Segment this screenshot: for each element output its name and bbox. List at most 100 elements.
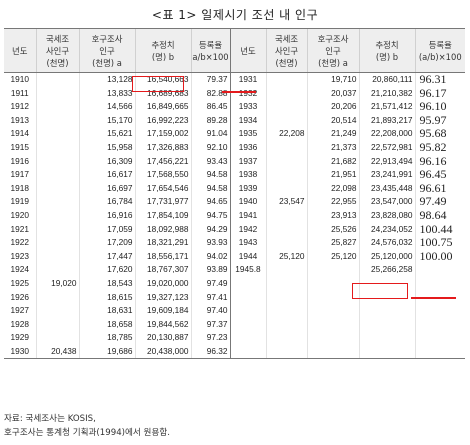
estimate-cell: 19,020,000: [134, 276, 191, 291]
hojo-cell-2: 25,120: [306, 249, 359, 264]
hojo-cell: 15,621: [78, 127, 135, 141]
census-cell: [35, 249, 79, 264]
hojo-cell-2: 20,206: [306, 100, 359, 114]
table-row: 1917 16,617 17,568,550 94.58 1938 21,951 23,24…: [4, 168, 465, 182]
table-row: 1920 16,916 17,854,109 94.75 1941 23,913 23,82…: [4, 208, 465, 223]
table-row: 1926 18,615 19,327,123 97.41: [4, 290, 465, 305]
year-cell: 1915: [10, 141, 29, 152]
ratio-cell-2: 97.49: [414, 195, 465, 209]
year-cell: 1918: [10, 182, 29, 193]
year-cell-2: 1934: [229, 113, 266, 128]
hojo-cell-2: [306, 290, 359, 305]
header-row: 년도 국세조 사인구 (천명) 호구조사 인구 (천명) a 추정치 (명) b 등록율 a…: [4, 28, 465, 73]
ratio-cell: 93.43: [190, 154, 230, 169]
table-row: 1913 15,170 16,992,223 89.28 1934 20,514 21,89…: [4, 113, 465, 128]
census-cell-2: [265, 290, 307, 305]
table-title: <표 1> 일제시기 조선 내 인구: [151, 8, 319, 22]
census-cell-2: [265, 140, 307, 155]
estimate-cell: 19,327,123: [134, 290, 191, 305]
year-cell-2: 1932: [229, 86, 266, 101]
ratio-cell-2: 98.64: [414, 208, 465, 223]
source-notes: 자료: 국세조사는 KOSIS, 호구조사는 통계청 기획과(1994)에서 원…: [4, 412, 170, 440]
ratio-cell-2: 96.17: [414, 86, 465, 101]
hojo-cell: 18,631: [78, 304, 135, 318]
census-cell-2: 22,208: [265, 127, 307, 141]
estimate-cell-2: 23,547,000: [358, 195, 415, 209]
header-estimate-2: 추정치 (명) b: [358, 28, 415, 73]
year-cell: 1919: [10, 196, 29, 207]
census-cell: [35, 127, 79, 141]
ratio-cell: 97.23: [190, 331, 230, 345]
table-row: 1919 16,784 17,731,977 94.65 1940 23,547 22,95…: [4, 195, 465, 209]
ratio-cell-2: 100.75: [414, 236, 465, 250]
hojo-cell: 17,059: [78, 222, 135, 237]
hojo-cell: 16,617: [78, 168, 135, 182]
year-cell-2: 1936: [229, 140, 266, 155]
table-row: 1914 15,621 17,159,002 91.04 1935 22,208 21,24…: [4, 127, 465, 141]
ratio-cell: 93.89: [190, 263, 230, 277]
ratio-cell-2: [414, 317, 465, 332]
year-cell-2: [229, 290, 266, 305]
year-cell: 1920: [10, 209, 29, 220]
ratio-cell-2: 96.31: [414, 72, 465, 87]
ratio-cell-2: 100.00: [414, 249, 465, 264]
hojo-cell-2: 21,951: [306, 168, 359, 182]
hojo-cell: 18,785: [78, 331, 135, 345]
year-cell-2: 1933: [229, 100, 266, 114]
hojo-cell-2: 22,955: [306, 195, 359, 209]
year-cell-2: 1940: [229, 195, 266, 209]
hojo-cell-2: [306, 317, 359, 332]
estimate-cell: 20,438,000: [134, 344, 191, 360]
ratio-cell: 92.10: [190, 140, 230, 155]
estimate-cell: 17,159,002: [134, 127, 191, 141]
year-cell: 1914: [10, 128, 29, 139]
estimate-cell: 17,854,109: [134, 208, 191, 223]
year-cell: 1917: [10, 169, 29, 180]
ratio-cell-2: 100.44: [414, 222, 465, 237]
census-cell: 19,020: [35, 276, 79, 291]
census-cell-2: [265, 317, 307, 332]
year-cell: 1929: [10, 332, 29, 343]
estimate-cell: 20,130,887: [134, 331, 191, 345]
hojo-cell: 19,686: [78, 344, 135, 360]
table-row: 1928 18,658 19,844,562 97.37: [4, 317, 465, 332]
census-cell: [35, 168, 79, 182]
hojo-cell: 17,620: [78, 263, 135, 277]
ratio-cell: 94.75: [190, 208, 230, 223]
population-table: 년도 국세조 사인구 (천명) 호구조사 인구 (천명) a 추정치 (명) b 등록율 a…: [4, 28, 465, 360]
estimate-cell-2: 20,860,111: [358, 72, 415, 87]
year-cell: 1924: [10, 264, 29, 275]
census-cell: [35, 113, 79, 128]
hojo-cell: 13,128: [78, 72, 135, 87]
estimate-cell-2: 23,435,448: [358, 181, 415, 196]
estimate-cell: 17,654,546: [134, 181, 191, 196]
census-cell-2: [265, 86, 307, 101]
year-cell: 1912: [10, 101, 29, 112]
ratio-cell: 94.58: [190, 181, 230, 196]
table-row: 1927 18,631 19,609,184 97.40: [4, 304, 465, 318]
table-row: 1921 17,059 18,092,988 94.29 1942 25,526 24,23…: [4, 222, 465, 237]
census-cell: [35, 236, 79, 250]
census-cell: [35, 195, 79, 209]
hojo-cell: 18,543: [78, 276, 135, 291]
estimate-cell-2: [358, 344, 415, 360]
census-cell-2: [265, 181, 307, 196]
table-row: 1924 17,620 18,767,307 93.89 1945.8 25,266,25…: [4, 263, 465, 277]
header-ratio-2: 등록율 (a/b)×100: [414, 28, 465, 73]
census-cell: [35, 317, 79, 332]
estimate-cell-2: 21,210,382: [358, 86, 415, 101]
year-cell: 1923: [10, 250, 29, 261]
ratio-cell: 94.29: [190, 222, 230, 237]
hojo-cell: 17,447: [78, 249, 135, 264]
census-cell: [35, 222, 79, 237]
ratio-cell-2: 96.45: [414, 168, 465, 182]
hojo-cell: 16,697: [78, 181, 135, 196]
hojo-cell-2: 21,682: [306, 154, 359, 169]
year-cell-2: 1935: [229, 127, 266, 141]
estimate-cell: 19,844,562: [134, 317, 191, 332]
estimate-cell-2: 24,576,032: [358, 236, 415, 250]
hojo-cell: 16,916: [78, 208, 135, 223]
header-hojo-2: 호구조사 인구 (천명) a: [306, 28, 359, 73]
estimate-cell: 19,609,184: [134, 304, 191, 318]
